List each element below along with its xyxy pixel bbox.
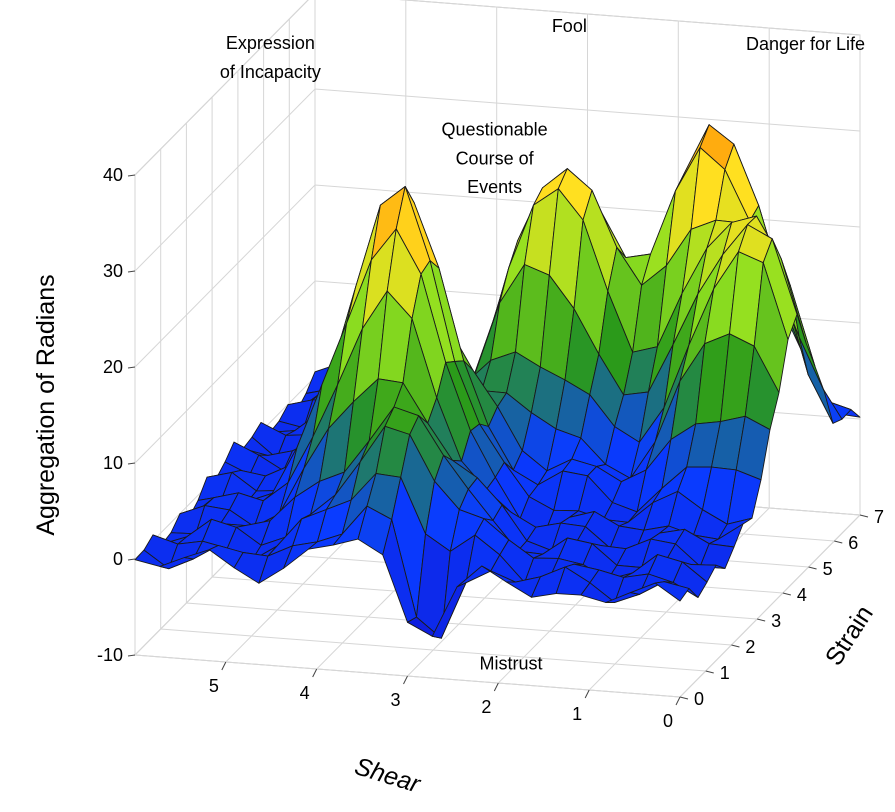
z-tick-label: 30 <box>103 261 123 281</box>
annotation-label: Expression <box>226 33 315 53</box>
y-tick-label: 3 <box>771 611 781 631</box>
frame-edge <box>399 0 861 36</box>
x-tick-label: 3 <box>390 690 400 710</box>
z-tick-mark <box>127 558 136 561</box>
frame-edge <box>679 514 861 698</box>
y-tick-mark <box>782 592 791 596</box>
x-tick-mark <box>312 668 318 678</box>
frame-edge <box>134 0 309 176</box>
x-tick-label: 4 <box>300 683 310 703</box>
y-tick-mark <box>757 618 766 622</box>
x-tick-mark <box>403 675 408 685</box>
z-tick-mark <box>127 366 136 369</box>
y-tick-label: 6 <box>848 533 858 553</box>
y-tick-mark <box>705 670 714 674</box>
x-tick-label: 1 <box>572 704 582 724</box>
annotation-label: Questionable <box>442 120 548 140</box>
y-grid-line <box>211 97 758 620</box>
surface-cell <box>654 581 690 602</box>
z-tick-mark <box>127 462 136 465</box>
x-tick-label: 5 <box>209 676 219 696</box>
z-tick-label: 0 <box>113 549 123 569</box>
x-tick-mark <box>584 689 590 699</box>
z-tick-label: 40 <box>103 165 123 185</box>
z-tick-label: 20 <box>103 357 123 377</box>
y-grid-line <box>160 149 706 672</box>
y-tick-label: 7 <box>874 507 884 527</box>
y-tick-mark <box>679 696 689 700</box>
y-tick-label: 2 <box>745 637 755 657</box>
y-tick-label: 1 <box>720 663 730 683</box>
z-tick-label: 10 <box>103 453 123 473</box>
y-tick-mark <box>731 644 740 648</box>
y-tick-label: 4 <box>797 585 807 605</box>
y-tick-label: 5 <box>823 559 833 579</box>
x-tick-label: 2 <box>481 697 491 717</box>
annotation-label: Danger for Life <box>746 34 865 54</box>
surface-mesh <box>134 124 861 639</box>
z-tick-mark <box>127 654 136 657</box>
x-axis-title: Shear <box>351 752 425 799</box>
y-tick-mark <box>808 566 817 570</box>
z-tick-mark <box>127 174 136 177</box>
x-tick-mark <box>221 661 227 671</box>
y-grid-line <box>185 123 732 646</box>
y-tick-mark <box>859 514 869 518</box>
y-tick-label: 0 <box>694 689 704 709</box>
x-tick-mark <box>675 696 681 706</box>
annotations: Expression of Incapacity Fool Danger for Li… <box>220 16 865 674</box>
x-tick-mark <box>493 682 499 692</box>
annotation-label: of Incapacity <box>220 62 321 82</box>
y-axis-title: Strain <box>820 601 879 671</box>
annotation-label: Events <box>467 177 522 197</box>
z-tick-mark <box>127 270 136 273</box>
annotation-label: Fool <box>552 16 587 36</box>
x-tick-label: 0 <box>663 711 673 731</box>
z-tick-label: -10 <box>97 645 123 665</box>
annotation-label: Mistrust <box>480 654 543 674</box>
annotation-label: Course of <box>456 148 535 168</box>
y-tick-mark <box>834 540 843 544</box>
z-axis-title: Aggregation of Radians <box>32 274 60 535</box>
